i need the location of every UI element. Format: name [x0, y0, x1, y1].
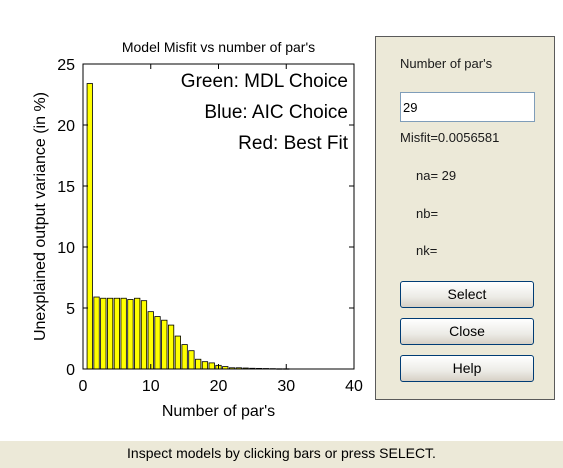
- y-tick-label: 25: [57, 57, 75, 74]
- chart-bar[interactable]: [208, 362, 215, 370]
- x-tick-label: 30: [277, 378, 295, 395]
- na-readout: na= 29: [416, 168, 457, 183]
- panel-title: Number of par's: [400, 56, 493, 71]
- close-button[interactable]: Close: [400, 318, 534, 345]
- chart-annotation-1: Green: MDL Choice: [181, 71, 348, 92]
- chart-bar[interactable]: [195, 358, 202, 370]
- nb-readout: nb=: [416, 206, 439, 221]
- chart-bar[interactable]: [174, 335, 181, 370]
- order-selection-panel: Number of par's Misfit=0.0056581 na= 29 …: [375, 36, 555, 400]
- y-axis-label: Unexplained output variance (in %): [32, 92, 49, 341]
- y-tick-label: 0: [66, 362, 75, 379]
- chart-bar[interactable]: [161, 319, 168, 370]
- chart-bar[interactable]: [100, 297, 107, 370]
- y-tick-label: 15: [57, 179, 75, 196]
- chart-bar[interactable]: [106, 297, 114, 370]
- x-axis-label: Number of par's: [162, 403, 275, 420]
- y-tick-label: 5: [66, 301, 75, 318]
- x-tick-label: 0: [79, 378, 88, 395]
- x-tick-label: 10: [142, 378, 160, 395]
- misfit-chart[interactable]: 0 10 20 30 40 0 5 10 15 20 25 Model Misfit vs numbe…: [0, 0, 370, 430]
- chart-bar[interactable]: [140, 300, 148, 370]
- x-tick-label: 20: [210, 378, 228, 395]
- chart-bar[interactable]: [120, 297, 127, 370]
- chart-bar[interactable]: [181, 344, 188, 370]
- x-tick-label: 40: [345, 378, 363, 395]
- chart-bar[interactable]: [113, 297, 120, 370]
- status-bar: Inspect models by clicking bars or press…: [0, 441, 563, 468]
- chart-bar[interactable]: [201, 361, 209, 370]
- chart-bar[interactable]: [93, 296, 100, 370]
- chart-bar[interactable]: [154, 316, 161, 370]
- help-button[interactable]: Help: [400, 355, 534, 382]
- chart-bar[interactable]: [134, 297, 141, 370]
- chart-bar[interactable]: [147, 311, 154, 370]
- misfit-readout: Misfit=0.0056581: [400, 130, 500, 145]
- y-tick-label: 10: [57, 240, 75, 257]
- chart-bar[interactable]: [127, 299, 134, 370]
- chart-annotation-3: Red: Best Fit: [238, 133, 349, 154]
- misfit-chart-svg[interactable]: 0 10 20 30 40 0 5 10 15 20 25 Model Misfit vs numbe…: [0, 0, 370, 430]
- chart-annotation-2: Blue: AIC Choice: [204, 102, 348, 123]
- chart-title: Model Misfit vs number of par's: [122, 39, 315, 55]
- chart-bar[interactable]: [167, 324, 175, 370]
- chart-bar[interactable]: [86, 83, 93, 370]
- chart-bar[interactable]: [188, 350, 195, 370]
- y-tick-label: 20: [57, 118, 75, 135]
- select-button[interactable]: Select: [400, 281, 534, 308]
- number-of-parameters-input[interactable]: [400, 92, 535, 122]
- nk-readout: nk=: [416, 243, 438, 258]
